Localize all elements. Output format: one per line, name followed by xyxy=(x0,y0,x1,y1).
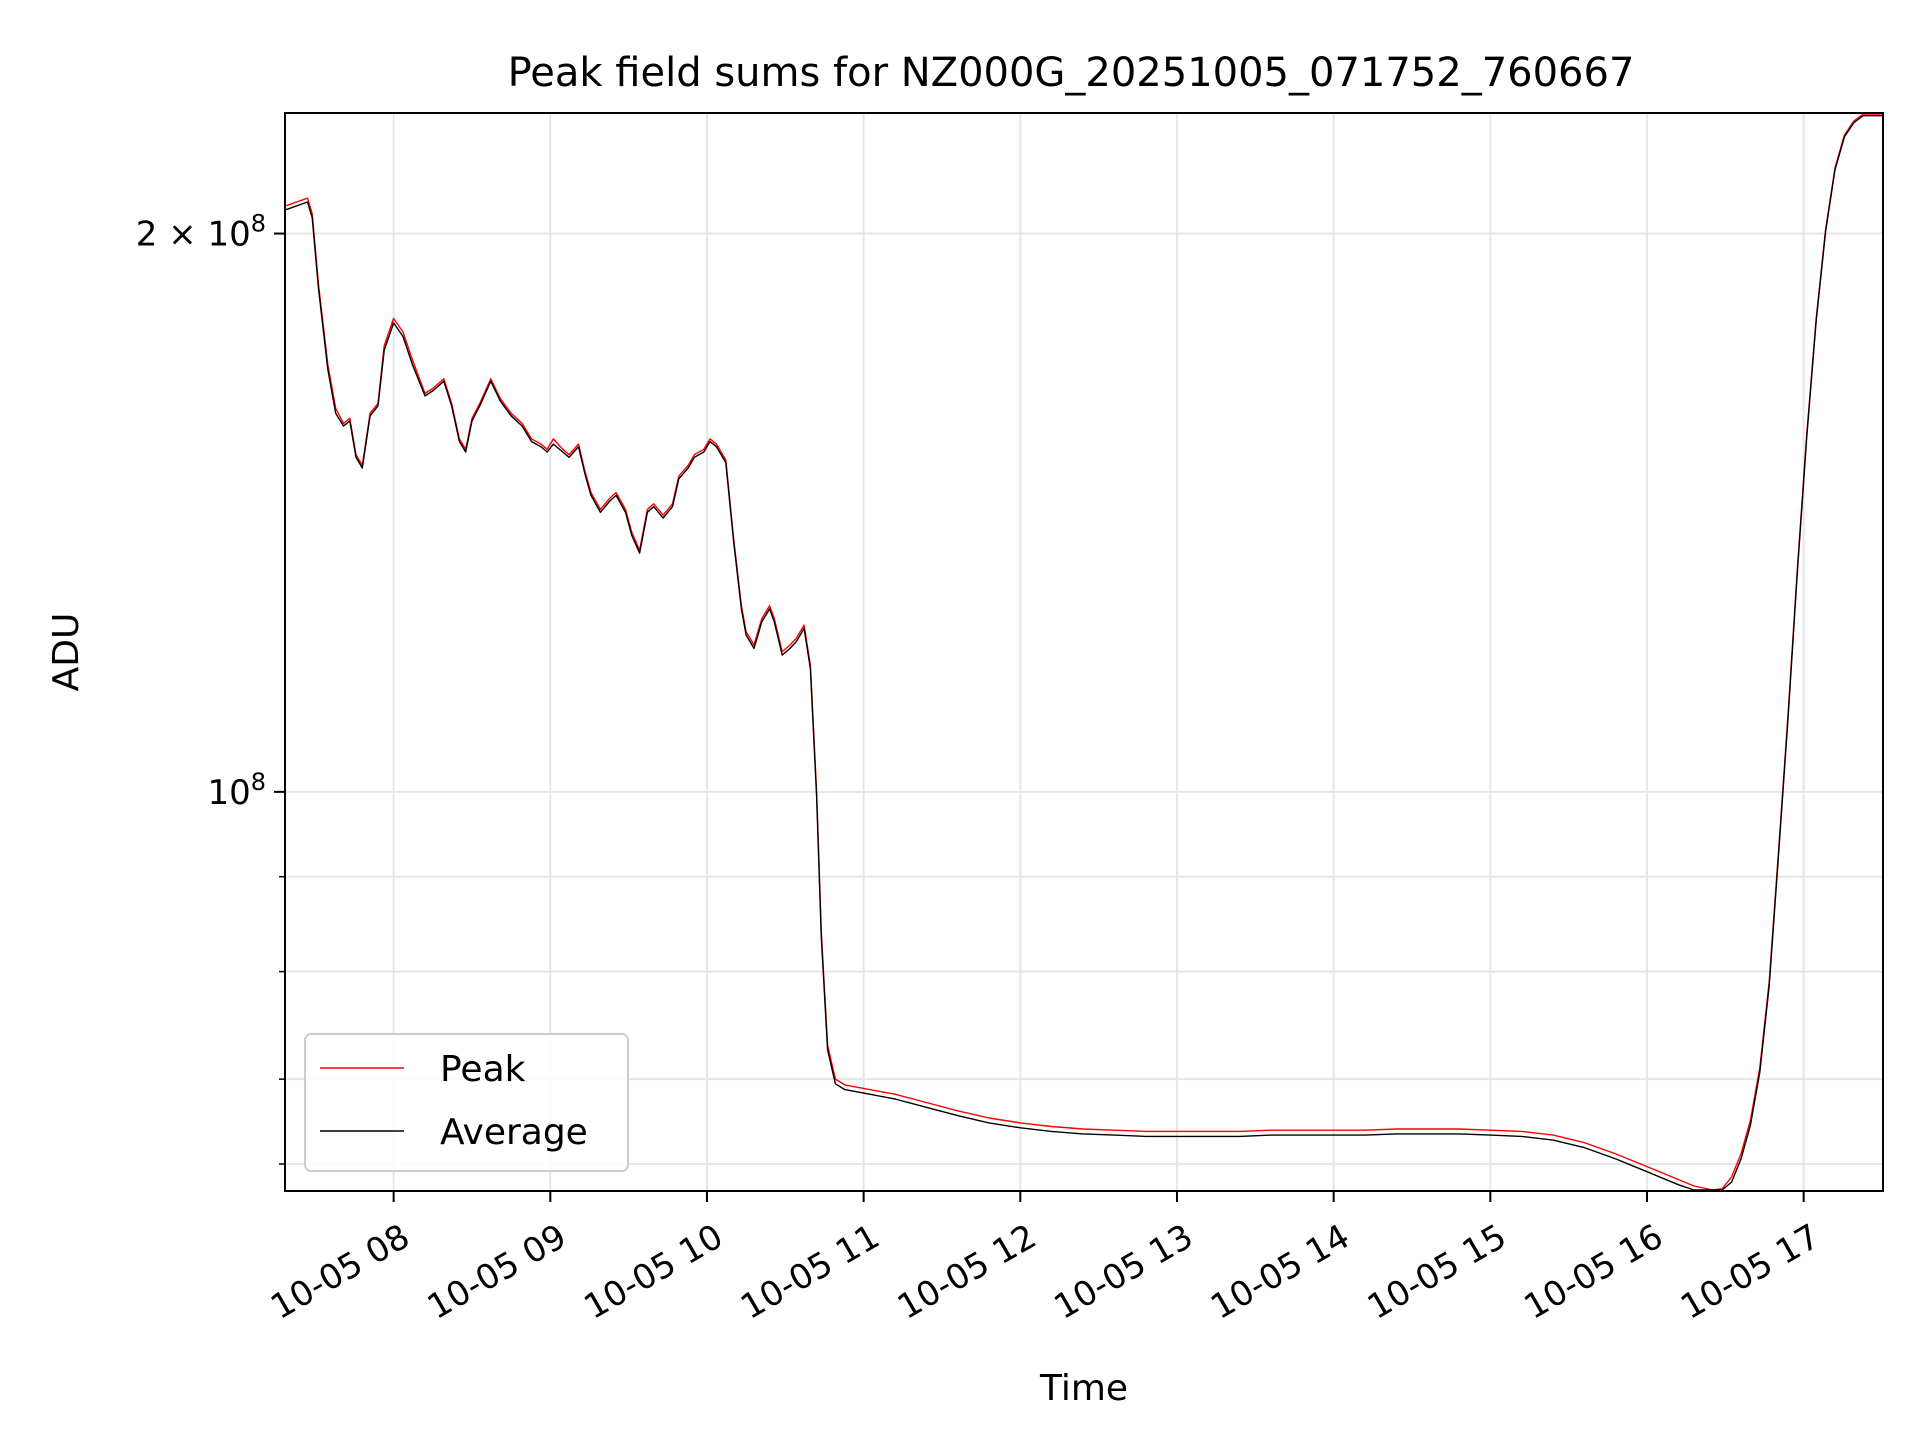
x-axis-label: Time xyxy=(1039,1368,1128,1409)
y-tick-label: 2 × 108 xyxy=(136,210,266,255)
y-tick-mantissa: 2 xyxy=(136,215,158,255)
y-tick-exponent: 8 xyxy=(251,210,266,238)
legend-label-peak: Peak xyxy=(440,1049,526,1090)
chart-title: Peak field sums for NZ000G_20251005_0717… xyxy=(508,50,1635,96)
y-tick-base: 10 xyxy=(207,773,250,813)
series-layer xyxy=(285,113,1882,1191)
y-tick-exponent: 8 xyxy=(251,768,266,796)
plot-frame xyxy=(284,112,1884,1192)
y-tick-base: 10 xyxy=(207,215,250,255)
legend-label-average: Average xyxy=(440,1112,588,1153)
average-series-line xyxy=(285,115,1882,1191)
legend: Peak Average xyxy=(304,1033,629,1172)
y-tick-times: × xyxy=(157,215,207,255)
y-axis-label: ADU xyxy=(46,613,87,692)
y-tick-label: 108 xyxy=(207,768,266,813)
